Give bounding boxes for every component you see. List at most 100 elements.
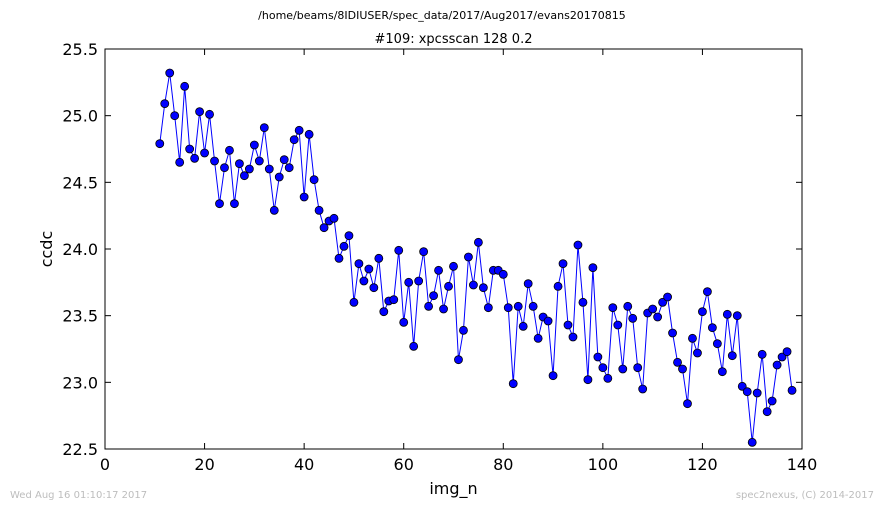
data-point [573, 240, 583, 250]
data-point [757, 349, 767, 359]
data-point [364, 264, 374, 274]
data-point [160, 99, 170, 109]
y-tick-label: 22.5 [62, 440, 98, 459]
data-point [752, 388, 762, 398]
data-point [254, 156, 264, 166]
data-point [787, 385, 797, 395]
data-point [409, 341, 419, 351]
data-point [568, 332, 578, 342]
data-point [648, 304, 658, 314]
data-point [578, 297, 588, 307]
data-point [498, 269, 508, 279]
data-point [528, 301, 538, 311]
data-point [289, 135, 299, 145]
data-point [707, 323, 717, 333]
y-tick-label: 23.5 [62, 307, 98, 326]
data-point [658, 297, 667, 307]
data-point [588, 263, 598, 273]
data-point [165, 68, 175, 78]
data-point [469, 280, 478, 290]
data-point [593, 352, 603, 362]
data-point [419, 247, 429, 257]
data-point [334, 253, 344, 263]
data-point [767, 396, 777, 406]
data-point [429, 291, 438, 301]
data-point [678, 364, 687, 374]
data-point [444, 281, 453, 291]
data-point [434, 265, 443, 275]
data-point [195, 107, 204, 117]
data-point [414, 276, 424, 286]
data-point [688, 333, 697, 343]
data-point [717, 367, 727, 377]
data-point [742, 387, 752, 397]
data-point [389, 295, 399, 305]
data-point [220, 163, 229, 173]
data-point [304, 129, 314, 139]
data-point [175, 157, 185, 167]
data-point [603, 373, 613, 383]
data-point [369, 283, 379, 293]
data-point [264, 164, 274, 174]
data-point [309, 175, 319, 185]
data-point [747, 437, 757, 447]
data-point [215, 199, 224, 209]
data-point [319, 223, 329, 233]
x-tick-label: 140 [787, 455, 818, 474]
data-point [653, 312, 663, 322]
data-point [344, 231, 354, 241]
footer-timestamp: Wed Aug 16 01:10:17 2017 [10, 490, 147, 501]
data-point [259, 123, 269, 133]
data-point [284, 163, 294, 173]
plot-frame [104, 48, 803, 450]
data-point [598, 363, 608, 373]
data-point [269, 205, 279, 215]
data-point [518, 321, 528, 331]
data-point [299, 192, 309, 202]
data-point [339, 241, 349, 251]
data-point [633, 363, 643, 373]
data-point [683, 399, 692, 409]
data-point [563, 320, 573, 330]
data-point [483, 303, 493, 313]
data-point [274, 172, 284, 182]
data-point [722, 309, 732, 319]
data-point [374, 253, 384, 263]
data-point [230, 199, 239, 209]
data-point [225, 145, 234, 155]
x-tick-label: 0 [100, 455, 110, 474]
x-tick-label: 60 [394, 455, 414, 474]
data-point [663, 292, 672, 302]
data-point [727, 351, 737, 361]
data-point [523, 279, 533, 289]
data-point [404, 277, 414, 287]
data-point [583, 375, 593, 385]
data-point [180, 81, 190, 91]
data-point [394, 245, 404, 255]
chart-title: #109: xpcsscan 128 0.2 [375, 32, 533, 47]
data-point [608, 303, 618, 313]
data-point [349, 297, 359, 307]
y-tick-label: 24.5 [62, 173, 98, 192]
data-point [777, 352, 787, 362]
data-point [762, 407, 772, 417]
footer-credit: spec2nexus, (C) 2014-2017 [736, 490, 874, 501]
x-axis-label: img_n [429, 479, 477, 499]
data-point [503, 303, 513, 313]
y-axis-label: ccdc [37, 231, 56, 268]
x-tick-label: 40 [294, 455, 314, 474]
data-point [508, 379, 518, 389]
data-point [439, 304, 448, 314]
x-tick-label: 100 [588, 455, 619, 474]
data-point [190, 153, 200, 163]
data-point [693, 348, 702, 358]
data-point [473, 237, 483, 247]
data-point [200, 148, 209, 158]
data-point [533, 333, 543, 343]
y-tick-label: 25.0 [62, 107, 98, 126]
data-point [638, 384, 648, 394]
data-point [205, 109, 214, 119]
data-point [459, 325, 468, 335]
data-point [628, 313, 638, 323]
